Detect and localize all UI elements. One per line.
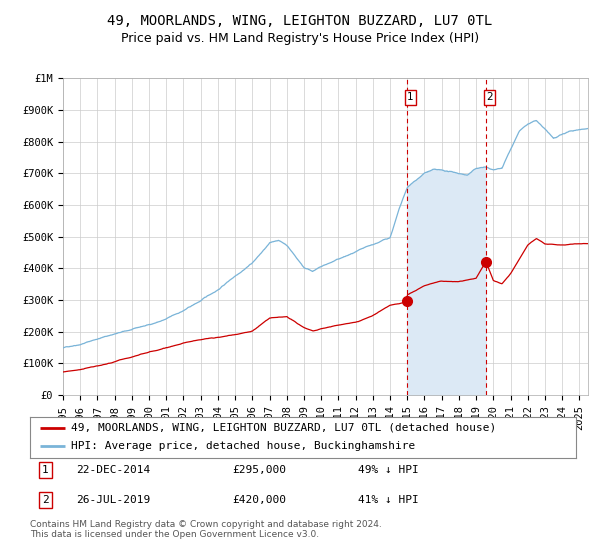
Text: 22-DEC-2014: 22-DEC-2014	[76, 465, 151, 475]
Text: 49, MOORLANDS, WING, LEIGHTON BUZZARD, LU7 0TL: 49, MOORLANDS, WING, LEIGHTON BUZZARD, L…	[107, 14, 493, 28]
Text: 41% ↓ HPI: 41% ↓ HPI	[358, 495, 418, 505]
Text: £420,000: £420,000	[232, 495, 286, 505]
Text: Contains HM Land Registry data © Crown copyright and database right 2024.
This d: Contains HM Land Registry data © Crown c…	[30, 520, 382, 539]
Text: 2: 2	[42, 495, 49, 505]
Text: Price paid vs. HM Land Registry's House Price Index (HPI): Price paid vs. HM Land Registry's House …	[121, 32, 479, 45]
Text: 26-JUL-2019: 26-JUL-2019	[76, 495, 151, 505]
Text: 2: 2	[486, 92, 493, 102]
Text: 1: 1	[407, 92, 413, 102]
Text: 49% ↓ HPI: 49% ↓ HPI	[358, 465, 418, 475]
Text: HPI: Average price, detached house, Buckinghamshire: HPI: Average price, detached house, Buck…	[71, 441, 415, 451]
Text: 49, MOORLANDS, WING, LEIGHTON BUZZARD, LU7 0TL (detached house): 49, MOORLANDS, WING, LEIGHTON BUZZARD, L…	[71, 423, 496, 433]
Text: £295,000: £295,000	[232, 465, 286, 475]
Text: 1: 1	[42, 465, 49, 475]
